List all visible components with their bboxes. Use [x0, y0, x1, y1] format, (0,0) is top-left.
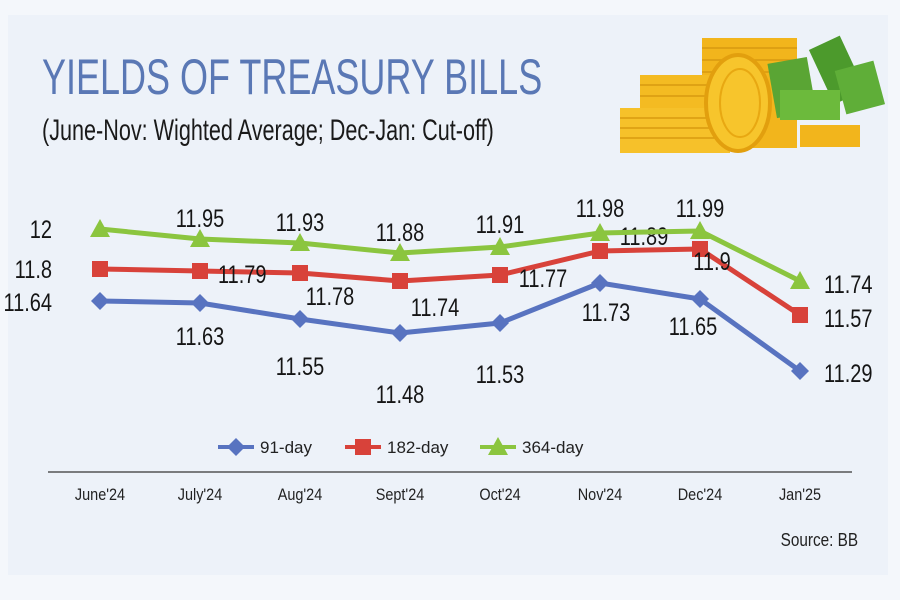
data-point-182-day — [192, 263, 208, 279]
data-label-364-day: 11.95 — [176, 205, 225, 233]
legend-label: 182-day — [387, 438, 449, 457]
data-point-364-day — [490, 237, 510, 255]
legend-item-182-day: 182-day — [345, 438, 449, 457]
data-point-364-day — [390, 243, 410, 261]
data-point-91-day — [291, 310, 309, 328]
data-label-182-day: 11.74 — [411, 294, 460, 322]
data-label-91-day: 11.65 — [669, 313, 718, 341]
data-point-182-day — [492, 267, 508, 283]
data-point-364-day — [190, 229, 210, 247]
money-coins-illustration — [620, 35, 886, 153]
x-tick-label: July'24 — [178, 486, 223, 504]
data-point-182-day — [92, 261, 108, 277]
data-point-364-day — [290, 233, 310, 251]
series-line-182-day — [99, 246, 802, 318]
data-point-91-day — [391, 324, 409, 342]
x-tick-label: Aug'24 — [278, 486, 323, 504]
data-point-364-day — [690, 221, 710, 239]
legend-marker-364-day — [488, 437, 508, 455]
data-label-364-day: 11.74 — [824, 271, 873, 299]
data-label-182-day: 11.8 — [15, 256, 52, 284]
data-label-91-day: 11.53 — [476, 361, 525, 389]
legend-label: 364-day — [522, 438, 584, 457]
data-label-91-day: 11.73 — [582, 299, 631, 327]
data-point-364-day — [90, 219, 110, 237]
data-point-182-day — [592, 243, 608, 259]
source-note: Source: BB — [780, 530, 858, 550]
data-point-182-day — [392, 273, 408, 289]
data-label-182-day: 11.89 — [620, 223, 669, 251]
data-label-91-day: 11.63 — [176, 323, 225, 351]
data-point-91-day — [191, 294, 209, 312]
series-91-day: 11.64 11.63 11.55 11.48 11.53 11.73 11.65 11.29 — [3, 274, 873, 409]
data-point-364-day — [590, 223, 610, 241]
data-point-91-day — [491, 314, 509, 332]
data-label-364-day: 11.88 — [376, 219, 425, 247]
data-label-182-day: 11.79 — [218, 261, 267, 289]
series-line-91-day — [99, 280, 802, 374]
data-label-91-day: 11.48 — [376, 381, 425, 409]
data-point-91-day — [691, 290, 709, 308]
series-364-day: 12 11.95 11.93 11.88 11.91 11.98 11.99 11.74 — [30, 195, 873, 299]
data-label-182-day: 11.9 — [693, 248, 730, 276]
legend-label: 91-day — [260, 438, 312, 457]
data-label-364-day: 11.98 — [576, 195, 625, 223]
data-label-91-day: 11.29 — [824, 360, 873, 388]
legend-marker-91-day — [227, 438, 245, 456]
series-line-364-day — [99, 226, 802, 284]
data-label-182-day: 11.57 — [824, 305, 873, 333]
data-label-91-day: 11.55 — [276, 353, 325, 381]
x-tick-label: Oct'24 — [479, 486, 520, 504]
legend: 91-day 182-day 364-day — [218, 437, 584, 457]
data-label-364-day: 11.91 — [476, 211, 525, 239]
x-tick-label: Dec'24 — [678, 486, 723, 504]
series-182-day: 11.8 11.79 11.78 11.74 11.77 11.89 11.9 11.57 — [15, 223, 873, 333]
data-point-91-day — [591, 274, 609, 292]
x-tick-label: Sept'24 — [376, 486, 425, 504]
data-label-364-day: 11.99 — [676, 195, 725, 223]
legend-marker-182-day — [355, 439, 371, 455]
legend-item-91-day: 91-day — [218, 438, 312, 457]
data-point-91-day — [91, 292, 109, 310]
data-point-364-day — [790, 271, 810, 289]
data-point-91-day — [791, 362, 809, 380]
x-tick-label: June'24 — [75, 486, 125, 504]
data-point-182-day — [292, 265, 308, 281]
chart-subtitle: (June-Nov: Wighted Average; Dec-Jan: Cut… — [42, 114, 494, 147]
data-label-364-day: 11.93 — [276, 209, 325, 237]
x-tick-label: Jan'25 — [779, 486, 821, 504]
legend-item-364-day: 364-day — [480, 437, 584, 457]
data-label-182-day: 11.78 — [306, 283, 355, 311]
data-point-182-day — [792, 307, 808, 323]
data-point-182-day — [692, 241, 708, 257]
data-label-91-day: 11.64 — [3, 289, 52, 317]
data-label-182-day: 11.77 — [519, 265, 568, 293]
x-tick-label: Nov'24 — [578, 486, 623, 504]
data-label-364-day: 12 — [30, 216, 52, 244]
chart-title: YIELDS OF TREASURY BILLS — [42, 49, 543, 105]
